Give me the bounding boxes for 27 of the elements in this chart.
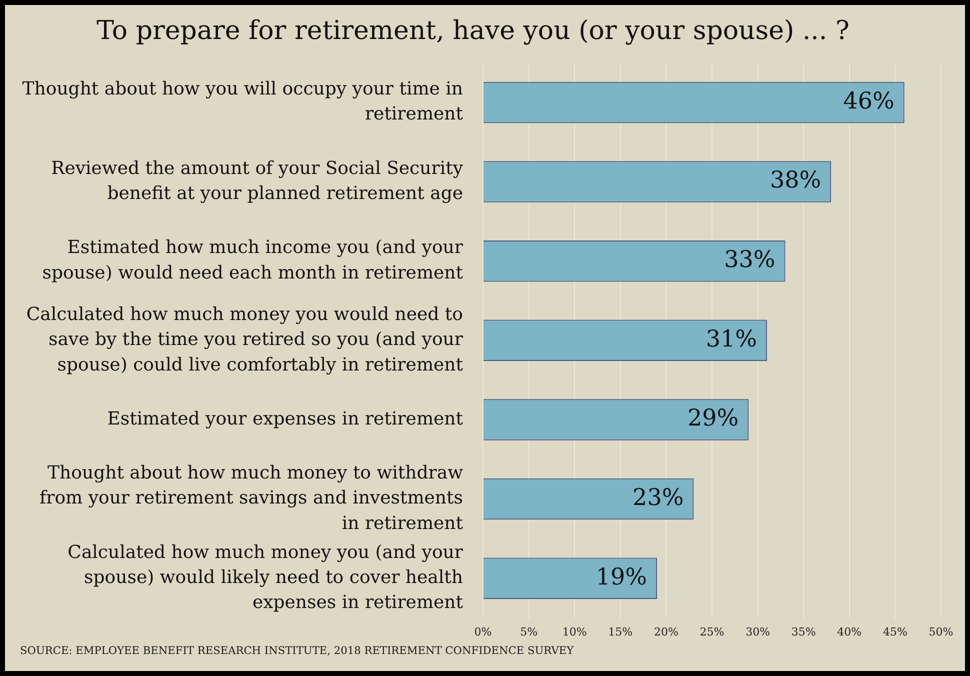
data-label: 23%	[632, 484, 684, 511]
y-tick-label: Estimated your expenses in retirement	[107, 408, 464, 430]
x-tick-label: 15%	[608, 625, 633, 638]
data-label: 33%	[724, 247, 776, 274]
chart-title: To prepare for retirement, have you (or your spouse) ... ?	[96, 16, 850, 46]
data-label: 19%	[596, 564, 648, 590]
x-tick-label: 50%	[928, 625, 954, 638]
x-tick-label: 25%	[700, 625, 724, 638]
y-tick-label: Thought about how much money to withdraw from your retirement savings and investments in retirement	[39, 462, 464, 534]
y-tick-label: Reviewed the amount of your Social Security benefit at your planned retirement age	[51, 158, 464, 204]
x-tick-label: 35%	[791, 625, 816, 638]
y-tick-label: Thought about how you will occupy your time in retirement	[22, 78, 464, 125]
x-tick-label: 45%	[882, 625, 908, 638]
x-tick-label: 10%	[562, 625, 587, 638]
x-tick-label: 0%	[474, 625, 492, 638]
y-tick-label: Calculated how much money you (and your spouse) would likely need to cover health expenses in retirement	[68, 542, 464, 614]
y-tick-label: Estimated how much income you (and your spouse) would need each month in retirement	[42, 237, 464, 284]
x-tick-label: 30%	[746, 625, 770, 638]
data-label: 31%	[706, 326, 757, 352]
x-tick-label: 40%	[837, 625, 862, 638]
data-label: 29%	[688, 406, 739, 432]
source-note: SOURCE: EMPLOYEE BENEFIT RESEARCH INSTITUTE, 2018 RETIREMENT CONFIDENCE SURVEY	[20, 644, 575, 657]
data-label: 38%	[770, 168, 822, 194]
x-tick-label: 5%	[520, 625, 538, 638]
data-label: 46%	[843, 88, 894, 114]
x-tick-label: 20%	[654, 625, 678, 638]
y-tick-label: Calculated how much money you would need to save by the time you retired so you (and your spouse) could live comfortably in retirement	[26, 304, 464, 376]
